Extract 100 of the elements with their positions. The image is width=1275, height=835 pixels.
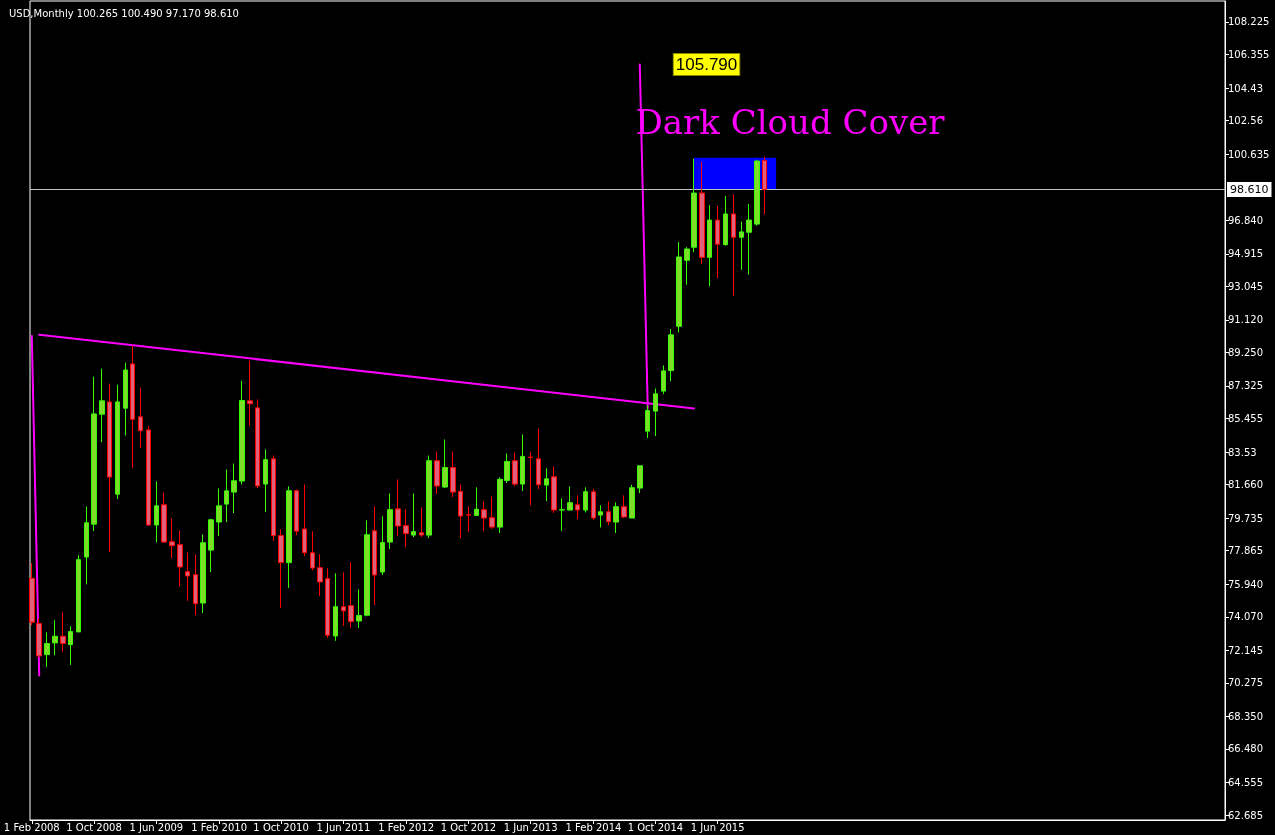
candlestick	[551, 465, 557, 514]
candlestick	[434, 451, 440, 495]
candlestick	[364, 519, 370, 617]
candlestick	[91, 376, 97, 532]
candlestick	[676, 241, 682, 333]
candlestick	[731, 193, 736, 297]
y-tick-label: 70.275	[1228, 677, 1263, 689]
y-tick-label: 87.325	[1228, 380, 1263, 392]
candlestick	[481, 500, 487, 532]
x-tick-label: 1 Jun 2015	[690, 821, 745, 833]
candlestick	[84, 505, 89, 585]
candlestick	[450, 451, 456, 498]
x-tick-label: 1 Feb 2010	[191, 821, 248, 833]
y-tick-label: 104.43	[1228, 82, 1263, 94]
y-tick-label: 77.865	[1228, 545, 1263, 557]
x-tick-label: 1 Oct 2010	[253, 821, 309, 833]
candlestick	[458, 483, 463, 539]
candlestick	[419, 506, 424, 538]
candlestick	[247, 360, 253, 427]
candlestick	[130, 345, 135, 469]
y-tick-label: 89.250	[1228, 346, 1263, 358]
candlestick	[606, 500, 611, 526]
candlestick	[193, 553, 198, 616]
y-tick-label: 96.840	[1228, 214, 1263, 226]
x-tick-label: 1 Oct 2012	[440, 821, 497, 833]
x-tick-label: 1 Oct 2014	[627, 821, 684, 833]
candlestick	[169, 517, 175, 559]
candlestick	[154, 480, 159, 543]
candlestick	[76, 554, 81, 633]
candlestick	[348, 561, 354, 629]
y-tick-label: 66.480	[1228, 743, 1263, 755]
candlestick	[575, 494, 580, 520]
candlestick	[613, 501, 619, 534]
candlestick	[395, 478, 401, 537]
y-tick-label: 85.455	[1228, 413, 1263, 425]
candlestick	[723, 195, 728, 247]
candlestick	[36, 618, 42, 658]
candlestick	[684, 246, 690, 286]
x-tick-label: 1 Feb 2014	[565, 821, 622, 833]
x-tick-label: 1 Feb 2012	[378, 821, 435, 833]
candlestick	[544, 467, 549, 502]
candlestick	[380, 515, 385, 576]
candlestick	[466, 505, 471, 533]
candlestick	[208, 518, 214, 573]
candlestick	[302, 483, 307, 557]
candlestick	[294, 488, 299, 536]
y-tick-label: 72.145	[1228, 644, 1263, 656]
x-tick-label: 1 Jun 2013	[503, 821, 558, 833]
candlestick	[411, 492, 416, 538]
candlestick	[668, 328, 674, 382]
candlestick	[598, 504, 603, 528]
candlestick	[333, 572, 338, 642]
y-tick-label: 62.685	[1228, 809, 1263, 821]
candlestick	[138, 387, 143, 449]
candlestick	[185, 551, 190, 602]
candlestick	[567, 486, 573, 511]
candlestick	[278, 528, 284, 609]
y-tick-label: 64.555	[1228, 776, 1263, 788]
candlestick	[621, 494, 627, 519]
candlestick	[754, 159, 760, 227]
candlestick	[224, 468, 229, 523]
x-tick-label: 1 Oct 2008	[66, 821, 122, 833]
candlestick	[591, 488, 596, 521]
candlestick	[177, 529, 183, 587]
candlestick	[255, 398, 260, 489]
candlestick	[123, 362, 128, 436]
candlestick	[403, 508, 409, 548]
candlestick	[271, 455, 276, 542]
candlestick	[426, 455, 432, 539]
candlestick	[107, 383, 112, 553]
candlestick	[637, 465, 643, 494]
candlestick	[746, 203, 752, 276]
candlestick	[99, 368, 105, 443]
candlestick	[29, 562, 35, 626]
candlestick	[356, 588, 362, 629]
y-tick-label: 81.660	[1228, 479, 1263, 491]
x-tick-label: 1 Jun 2011	[316, 821, 371, 833]
y-tick-label: 74.070	[1228, 611, 1263, 623]
y-tick-label: 94.915	[1228, 248, 1263, 260]
candlestick	[653, 387, 658, 437]
candlestick	[239, 380, 245, 485]
candlestick	[629, 484, 635, 519]
candlestick	[372, 505, 377, 606]
candlestick	[707, 204, 712, 287]
candlestick	[115, 384, 120, 500]
candlestick	[512, 452, 518, 487]
candlestick	[387, 492, 393, 550]
candlestick	[762, 156, 767, 215]
candlestick	[489, 495, 495, 530]
candlestick	[52, 619, 58, 656]
y-tick-label: 102.56	[1228, 115, 1263, 127]
candlestick	[286, 485, 292, 589]
y-tick-label: 91.120	[1228, 314, 1263, 326]
candlestick	[161, 491, 167, 544]
candlestick	[263, 448, 268, 513]
x-tick-label: 1 Feb 2008	[3, 821, 60, 833]
candlestick	[200, 533, 206, 614]
x-tick-label: 1 Jun 2009	[129, 821, 184, 833]
candlestick	[691, 158, 697, 253]
candlestick	[536, 428, 541, 490]
